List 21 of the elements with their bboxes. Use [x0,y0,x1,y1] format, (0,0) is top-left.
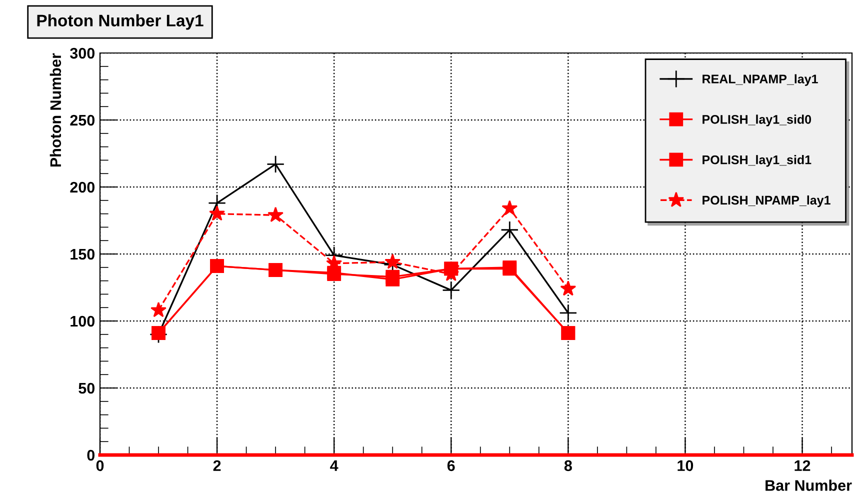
y-tick-label: 150 [70,248,95,260]
x-tick-label: 8 [564,460,572,472]
legend-label: POLISH_NPAMP_lay1 [702,195,830,208]
x-tick-label: 12 [794,460,810,471]
y-tick-label: 250 [70,114,95,126]
legend-label: REAL_NPAMP_lay1 [702,74,818,86]
y-tick-label: 200 [70,182,95,193]
y-tick-label: 100 [70,316,95,327]
y-tick-label: 0 [87,450,95,461]
x-tick-label: 4 [330,460,338,471]
x-tick-label: 10 [678,460,694,472]
legend-label: POLISH_lay1_sid1 [702,155,812,167]
chart-title: Photon Number Lay1 [37,14,204,30]
x-tick-label: 2 [213,460,221,471]
x-axis-title: Bar Number [766,480,852,491]
y-tick-label: 300 [70,48,95,59]
y-tick-label: 50 [78,382,95,394]
x-tick-label: 0 [96,460,104,472]
legend-label: POLISH_lay1_sid0 [702,114,812,126]
x-tick-label: 6 [447,460,455,472]
y-axis-title: Photon Number [50,53,62,167]
